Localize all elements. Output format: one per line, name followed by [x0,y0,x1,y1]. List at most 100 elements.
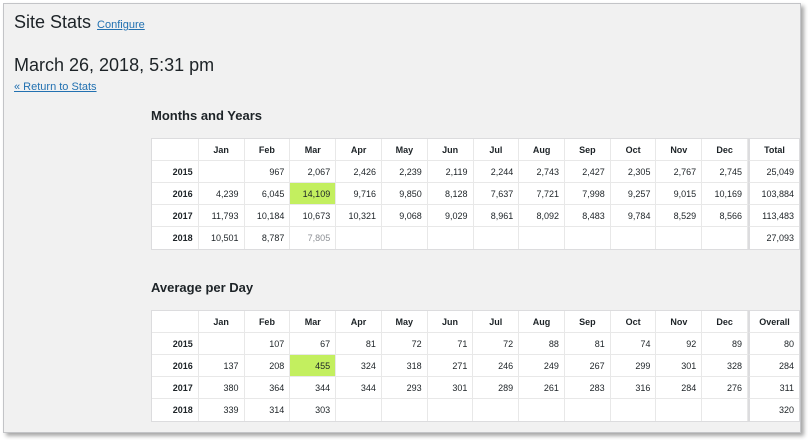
average-per-day-value-cell: 455 [290,355,337,377]
months-years-value-cell [198,161,245,183]
months-years-year-label: 2015 [152,161,199,183]
months-years-value-cell [611,227,657,249]
months-years-value-cell: 4,239 [198,183,245,205]
average-per-day-value-cell: 314 [245,399,291,421]
months-years-value-cell: 9,029 [427,205,474,227]
months-years-value-cell [474,227,520,249]
months-years-value-cell: 967 [244,161,291,183]
months-years-month-header: Jan [198,139,245,161]
average-per-day-value-cell: 364 [244,377,291,399]
table-row: 2015 967 2,067 2,426 2,239 2,119 2,244 2,743 2,4… [152,161,799,183]
average-per-day-month-header: Jun [427,311,474,333]
average-per-day-value-cell: 81 [564,333,611,355]
average-per-day-year-label: 2017 [152,377,199,399]
table-row: 2017 380 364 344 344 293 301 289 261 283 316 284 276… [152,377,799,399]
average-per-day-value-cell: 324 [336,355,382,377]
months-years-value-cell: 9,784 [610,205,657,227]
table-row: 2017 11,793 10,184 10,673 10,321 9,068 9,029 8,… [152,205,799,227]
months-years-value-cell: 2,745 [702,161,749,183]
average-per-day-month-header: Jan [198,311,245,333]
average-per-day-value-cell: 380 [198,377,245,399]
average-per-day-value-cell: 267 [564,355,611,377]
months-years-value-cell [656,227,703,249]
months-years-month-header: Oct [610,139,657,161]
average-per-day-value-cell: 301 [427,377,474,399]
months-years-corner-cell [152,139,199,161]
average-per-day-month-header: Sep [564,311,611,333]
average-per-day-value-cell [473,399,520,421]
average-per-day-value-cell [656,399,703,421]
months-years-value-cell: 10,501 [199,227,245,249]
months-years-value-cell: 9,850 [382,183,428,205]
table-row: 2015 107 67 81 72 71 72 88 81 74 92 89 80 [152,333,799,355]
months-years-total-header: Total [748,139,799,161]
months-years-value-cell [565,227,611,249]
average-per-day-month-header: Aug [519,311,565,333]
page-title: Site Stats [14,12,92,32]
header: Site Stats Configure [14,12,145,33]
average-per-day-year-label: 2015 [152,333,199,355]
average-per-day-value-cell: 289 [473,377,520,399]
months-years-value-cell: 14,109 [290,183,337,205]
months-years-total-cell: 103,884 [748,183,799,205]
months-years-value-cell: 2,767 [656,161,703,183]
average-per-day-value-cell [519,399,565,421]
months-years-month-header: Nov [656,139,703,161]
average-per-day-value-cell: 92 [656,333,703,355]
months-years-value-cell: 2,743 [519,161,565,183]
months-years-month-header: Sep [564,139,611,161]
average-per-day-month-header: May [381,311,428,333]
average-per-day-total-header: Overall [748,311,799,333]
average-per-day-value-cell [702,399,748,421]
average-per-day-total-cell: 320 [748,399,799,421]
months-years-value-cell: 2,426 [336,161,383,183]
average-per-day-header-row: Jan Feb Mar Apr May Jun Jul Aug Sep Oct Nov Dec Over… [152,311,799,333]
months-years-value-cell [336,227,383,249]
months-years-value-cell: 7,721 [519,183,565,205]
average-per-day-value-cell: 72 [381,333,428,355]
months-years-month-header: Aug [519,139,565,161]
months-years-value-cell: 7,998 [564,183,611,205]
average-per-day-month-header: Mar [290,311,337,333]
months-years-value-cell: 9,716 [336,183,383,205]
average-per-day-total-cell: 80 [748,333,799,355]
months-years-title: Months and Years [151,108,263,123]
table-row: 2016 4,239 6,045 14,109 9,716 9,850 8,128 7,637… [152,183,799,205]
average-per-day-title: Average per Day [151,280,254,295]
months-years-value-cell: 11,793 [198,205,245,227]
months-years-year-label: 2018 [152,227,199,249]
months-years-table: Jan Feb Mar Apr May Jun Jul Aug Sep Oct Nov Dec Tota… [151,138,800,250]
months-years-value-cell: 2,239 [382,161,428,183]
months-years-year-label: 2016 [152,183,199,205]
average-per-day-value-cell: 81 [336,333,382,355]
average-per-day-value-cell: 283 [564,377,611,399]
months-years-value-cell: 8,529 [656,205,703,227]
months-years-value-cell: 8,787 [245,227,291,249]
average-per-day-value-cell [198,333,245,355]
months-years-value-cell: 7,637 [473,183,520,205]
average-per-day-value-cell: 271 [427,355,474,377]
months-years-value-cell [428,227,474,249]
average-per-day-month-header: Jul [473,311,520,333]
report-datetime: March 26, 2018, 5:31 pm [14,55,215,75]
average-per-day-value-cell: 72 [473,333,520,355]
average-per-day-value-cell: 318 [381,355,428,377]
average-per-day-table: Jan Feb Mar Apr May Jun Jul Aug Sep Oct Nov Dec Over… [151,310,800,422]
months-years-value-cell: 8,566 [702,205,749,227]
months-years-value-cell: 8,483 [564,205,611,227]
months-years-value-cell: 6,045 [244,183,291,205]
average-per-day-corner-cell [152,311,199,333]
configure-link[interactable]: Configure [97,19,145,31]
table-row: 2018 10,501 8,787 7,805 27,093 [152,227,799,249]
months-years-value-cell: 2,244 [473,161,520,183]
months-years-total-cell: 113,483 [748,205,799,227]
average-per-day-month-header: Nov [656,311,703,333]
average-per-day-year-label: 2016 [152,355,199,377]
return-to-stats-link[interactable]: « Return to Stats [14,81,97,93]
months-years-header-row: Jan Feb Mar Apr May Jun Jul Aug Sep Oct Nov Dec Tota… [152,139,799,161]
months-years-month-header: Jul [473,139,520,161]
months-years-year-label: 2017 [152,205,199,227]
average-per-day-value-cell [565,399,611,421]
average-per-day-value-cell: 344 [290,377,337,399]
average-per-day-value-cell: 71 [427,333,474,355]
